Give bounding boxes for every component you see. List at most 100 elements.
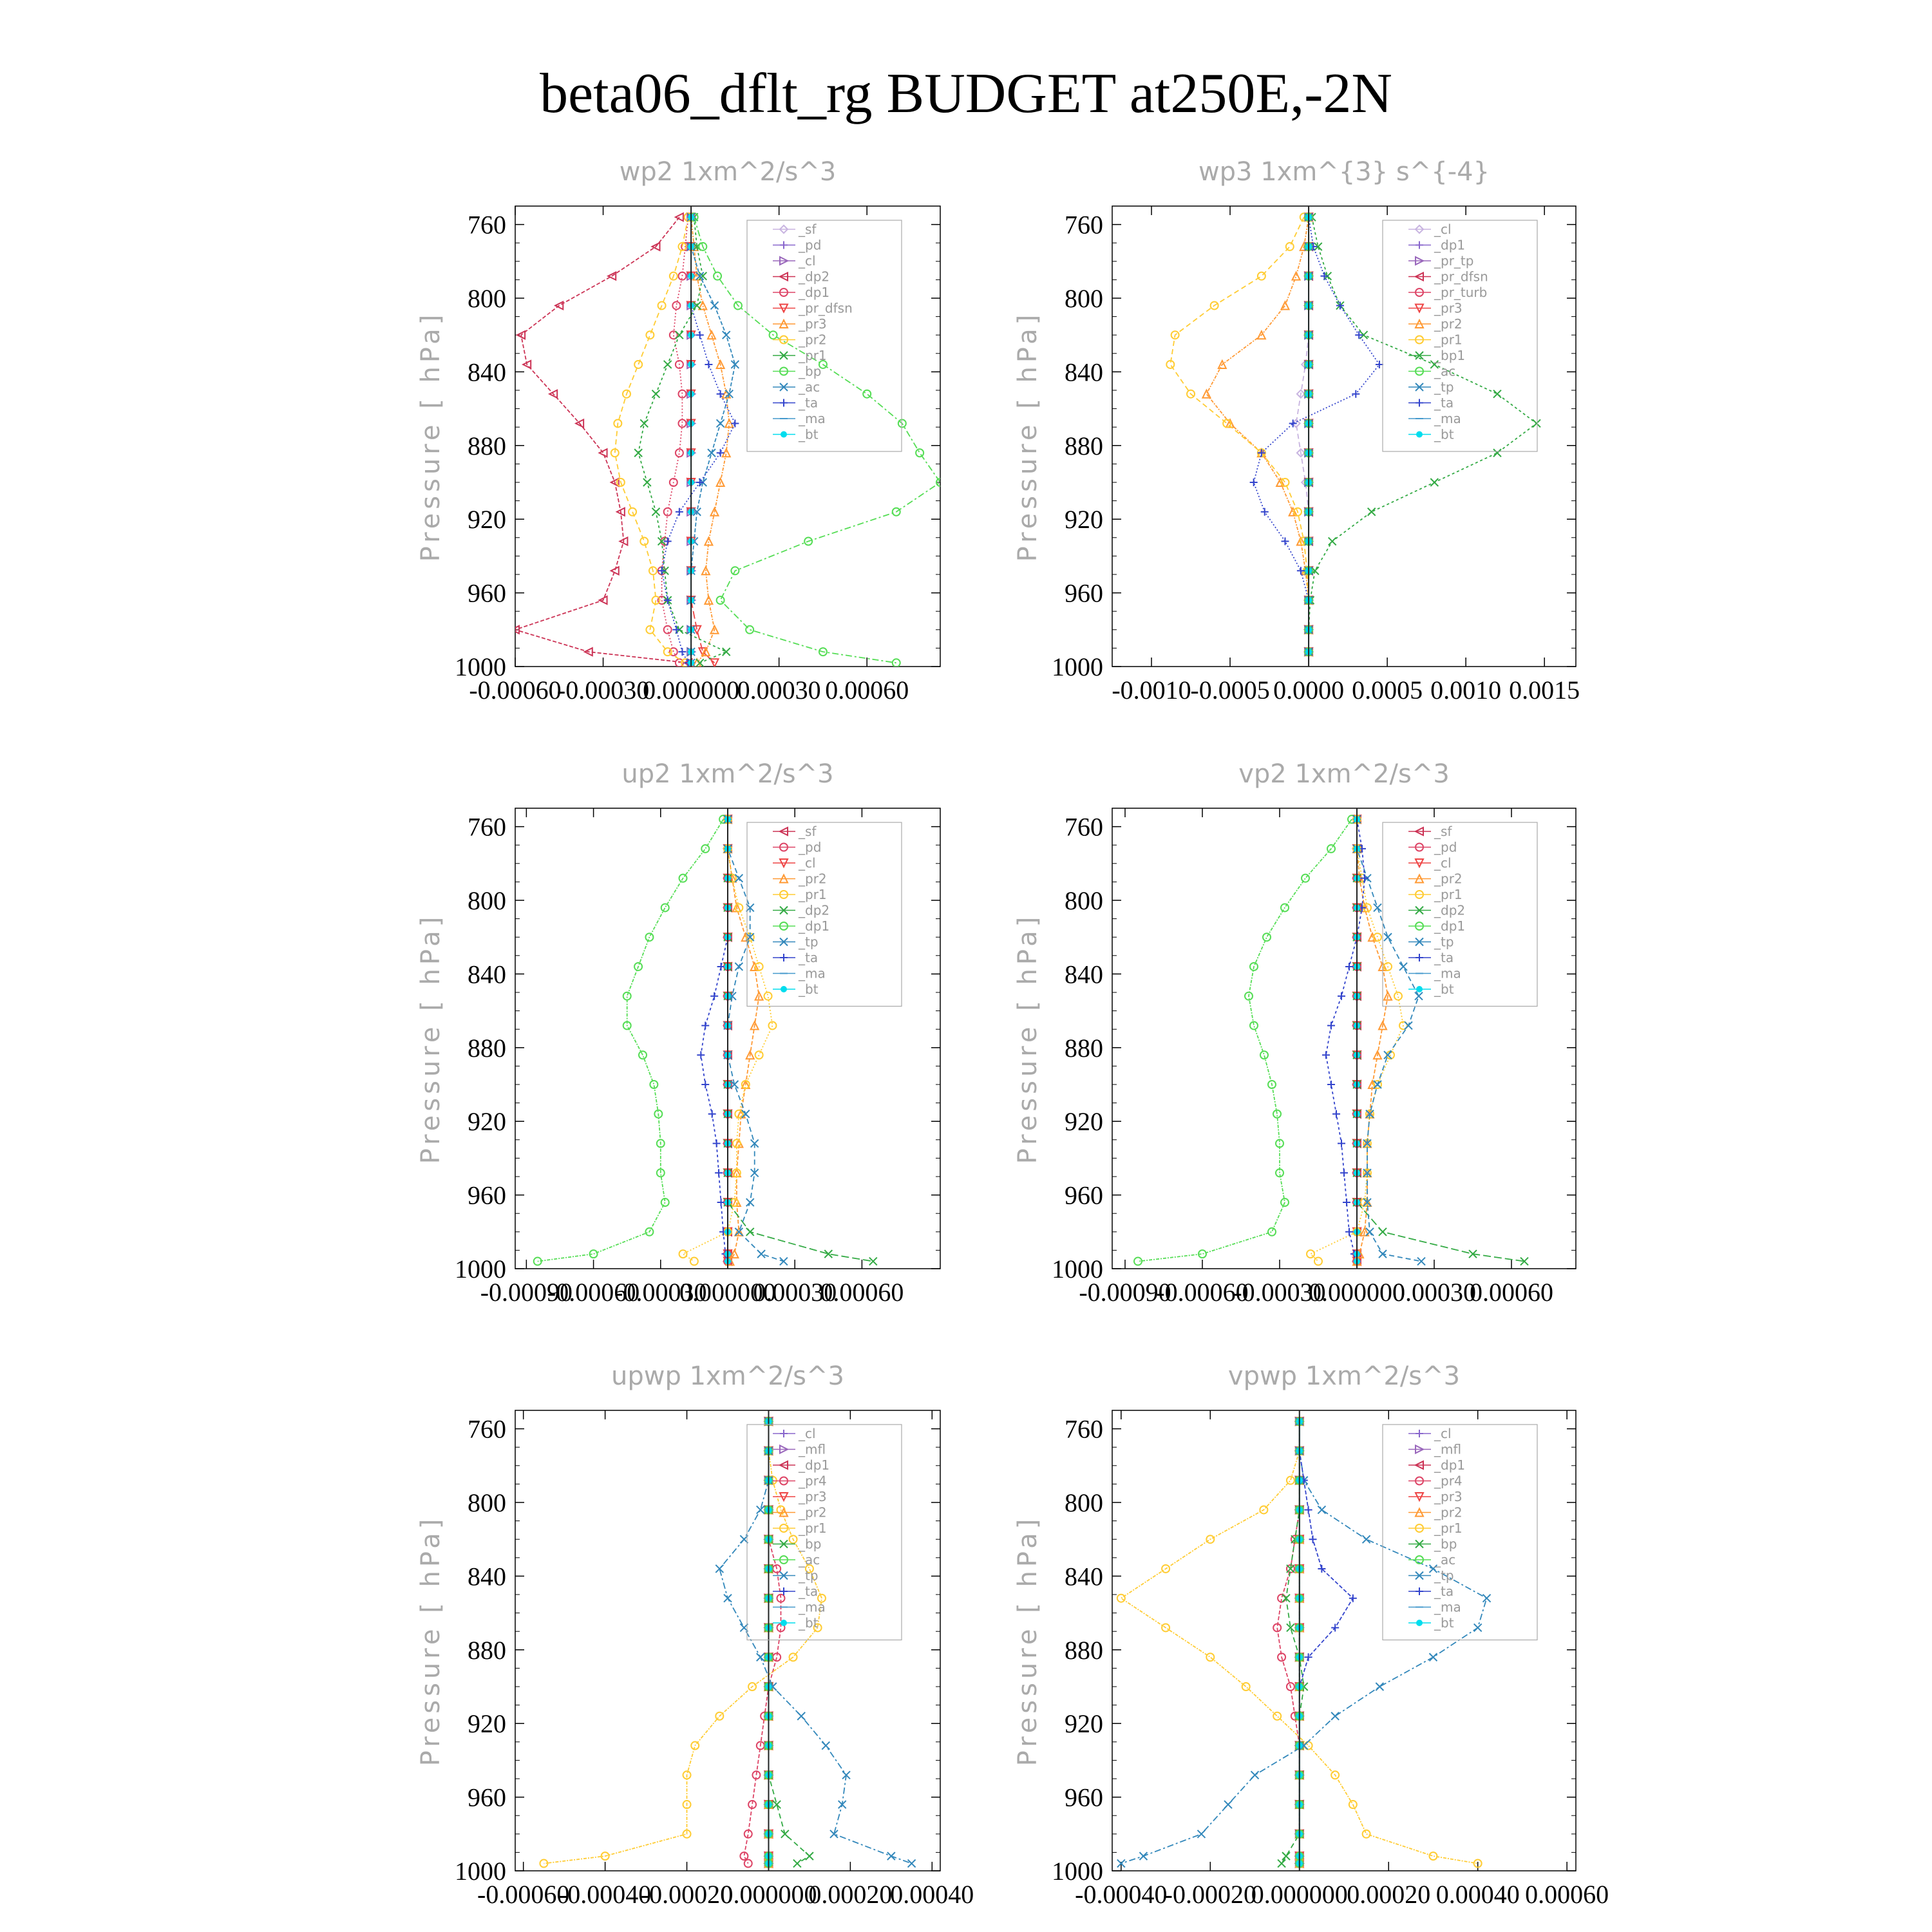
data-point	[706, 329, 717, 340]
data-point	[574, 418, 585, 429]
data-point	[657, 301, 667, 310]
data-point	[732, 1139, 741, 1148]
data-point	[1383, 1050, 1392, 1059]
data-point	[645, 933, 654, 942]
data-point	[1520, 1256, 1529, 1266]
data-point	[1428, 1564, 1438, 1573]
legend-swatch-marker	[1414, 826, 1424, 837]
data-point	[746, 903, 755, 913]
data-point	[547, 389, 558, 399]
series-line	[690, 217, 736, 663]
data-point	[724, 390, 734, 399]
legend-swatch-marker	[1416, 1430, 1423, 1437]
series-line	[1276, 1421, 1300, 1864]
data-point	[891, 658, 901, 667]
data-point	[682, 1770, 692, 1780]
chart-panel-3: up2 1xm^2/s^3 Pressure [ hPa] 760 800 840 880…	[416, 759, 941, 1307]
data-point	[1336, 301, 1344, 310]
y-tick-label: 920	[468, 1107, 506, 1136]
data-point	[1399, 1021, 1408, 1030]
data-point	[891, 507, 901, 516]
data-point	[1225, 418, 1235, 428]
data-point	[715, 1169, 723, 1177]
data-point	[1331, 1624, 1340, 1632]
legend: _sf_pd_cl_pr2_pr1_dp2_dp1_tp_ta_ma_bt	[1382, 822, 1538, 1007]
y-tick-label: 1000	[1052, 652, 1103, 681]
data-point	[663, 596, 672, 605]
legend-swatch-marker	[1416, 399, 1423, 407]
legend-swatch-marker	[779, 1555, 788, 1564]
plot-area	[539, 1416, 916, 1869]
legend-label: _cl	[798, 1426, 816, 1441]
data-point	[756, 1653, 765, 1662]
data-point	[609, 477, 620, 488]
data-point	[1139, 1852, 1148, 1861]
data-point	[598, 448, 608, 458]
data-point	[715, 1564, 724, 1573]
data-point	[1304, 1653, 1312, 1662]
legend-label: _sf	[798, 222, 817, 237]
legend-swatch-marker	[1414, 1460, 1424, 1470]
data-point	[734, 1226, 744, 1236]
legend-label: _cl	[1434, 222, 1452, 237]
data-point	[781, 1830, 790, 1839]
data-point	[734, 962, 744, 971]
data-point	[748, 1800, 757, 1810]
data-point	[733, 301, 743, 310]
data-point	[1275, 1139, 1284, 1148]
data-point	[616, 478, 625, 487]
data-point	[1209, 301, 1219, 310]
data-point	[692, 658, 702, 667]
data-point	[756, 1505, 765, 1515]
x-tick-label: -0.00060	[469, 676, 561, 705]
x-tick-label: -0.00060	[547, 1278, 639, 1307]
legend-label: _sf	[798, 824, 817, 839]
x-tick-label: -0.0005	[1190, 676, 1269, 705]
data-point	[734, 1227, 744, 1236]
legend-label: _ac	[798, 1552, 820, 1567]
data-point	[675, 330, 684, 339]
legend-swatch-marker	[778, 826, 788, 837]
legend-swatch-marker	[779, 383, 788, 392]
x-tick-label: 0.0010	[1430, 676, 1501, 705]
x-tick-label: -0.00030	[614, 1278, 706, 1307]
data-point	[609, 565, 620, 576]
legend-label: _tp	[798, 1568, 819, 1584]
data-point	[748, 1682, 757, 1691]
legend-box	[1382, 220, 1538, 452]
data-point	[515, 625, 520, 635]
data-point	[1285, 242, 1294, 251]
data-point	[734, 873, 744, 883]
data-point	[1244, 991, 1253, 1001]
y-tick-label: 1000	[1052, 1255, 1103, 1283]
data-point	[1222, 419, 1232, 428]
data-point	[1473, 1859, 1482, 1868]
legend-label: _pr2	[1434, 316, 1463, 332]
data-point	[663, 647, 672, 657]
x-tick-label: 0.00060	[1470, 1278, 1553, 1307]
series-line	[515, 216, 688, 664]
plot-frame	[1112, 808, 1577, 1269]
data-point	[651, 507, 661, 516]
data-point	[1361, 874, 1368, 882]
data-point	[682, 1829, 692, 1839]
data-point	[701, 1081, 710, 1088]
data-point	[1249, 961, 1258, 971]
series-line	[727, 819, 784, 1262]
data-point	[1314, 1256, 1323, 1266]
y-tick-label: 840	[1065, 1562, 1103, 1591]
data-point	[1282, 1594, 1291, 1603]
legend-label: _pr3	[798, 1489, 827, 1504]
data-point	[1293, 507, 1302, 516]
series-line	[1170, 216, 1309, 652]
series-line	[1121, 1421, 1488, 1864]
y-tick-label: 960	[1065, 579, 1103, 608]
data-point	[721, 388, 732, 399]
data-point	[656, 1139, 665, 1148]
legend-label: _pr_tp	[1434, 253, 1473, 269]
data-point	[589, 1249, 598, 1259]
legend-label: _pr1	[1434, 887, 1463, 902]
data-point	[697, 647, 708, 658]
data-point	[1304, 1506, 1312, 1514]
series-tp	[1352, 815, 1426, 1266]
